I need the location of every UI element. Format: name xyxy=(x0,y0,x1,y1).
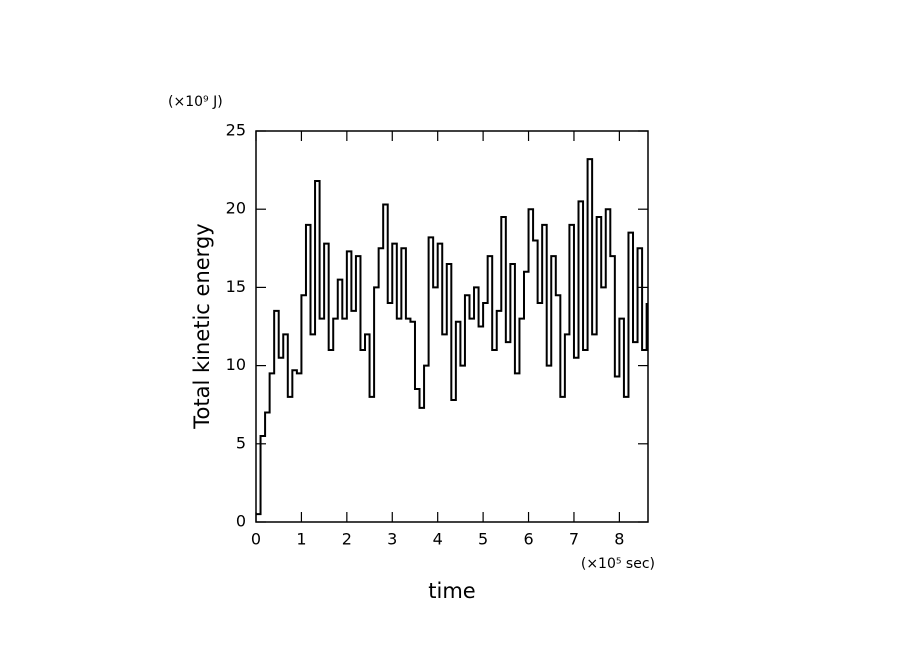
x-tick-label: 2 xyxy=(342,530,352,549)
x-tick-label: 7 xyxy=(569,530,579,549)
y-tick-label: 0 xyxy=(236,512,246,531)
x-tick-label: 4 xyxy=(433,530,443,549)
x-tick-label: 3 xyxy=(387,530,397,549)
y-tick-label: 25 xyxy=(226,121,246,140)
data-line xyxy=(256,158,648,516)
y-tick-label: 10 xyxy=(226,355,246,374)
y-tick-label: 20 xyxy=(226,199,246,218)
y-axis-label: Total kinetic energy xyxy=(190,223,214,429)
x-tick-label: 5 xyxy=(478,530,488,549)
y-tick-label: 15 xyxy=(226,277,246,296)
x-axis-label: time xyxy=(428,579,475,603)
plot-frame xyxy=(255,130,649,523)
x-tick-label: 1 xyxy=(296,530,306,549)
x-tick-label: 8 xyxy=(614,530,624,549)
y-tick-label: 5 xyxy=(236,433,246,452)
x-unit: (×10⁵ sec) xyxy=(581,556,655,572)
y-unit: (×10⁹ J) xyxy=(168,94,223,110)
x-tick-label: 0 xyxy=(251,530,261,549)
x-tick-label: 6 xyxy=(523,530,533,549)
